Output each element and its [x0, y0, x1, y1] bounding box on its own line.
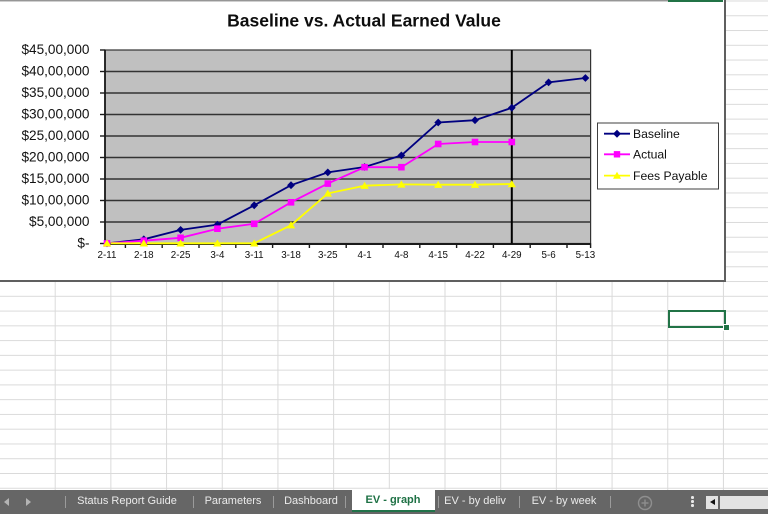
svg-text:4-8: 4-8	[394, 250, 409, 261]
svg-text:4-1: 4-1	[358, 250, 372, 261]
svg-text:4-15: 4-15	[428, 250, 448, 261]
svg-text:5-13: 5-13	[576, 250, 596, 261]
svg-text:Actual: Actual	[633, 148, 667, 162]
svg-text:2-18: 2-18	[134, 250, 154, 261]
svg-text:4-29: 4-29	[502, 250, 522, 261]
svg-text:2-25: 2-25	[171, 250, 191, 261]
svg-text:Baseline vs. Actual Earned Val: Baseline vs. Actual Earned Value	[227, 11, 501, 31]
svg-text:Fees Payable: Fees Payable	[633, 169, 708, 183]
svg-text:3-11: 3-11	[245, 250, 264, 261]
svg-text:$5,00,000: $5,00,000	[29, 214, 90, 229]
svg-text:$30,00,000: $30,00,000	[21, 106, 89, 121]
svg-text:3-25: 3-25	[318, 250, 338, 261]
svg-text:2-11: 2-11	[98, 250, 117, 261]
svg-text:$15,00,000: $15,00,000	[21, 171, 89, 186]
svg-text:$20,00,000: $20,00,000	[21, 149, 89, 164]
svg-text:4-22: 4-22	[465, 250, 485, 261]
svg-text:$10,00,000: $10,00,000	[21, 192, 89, 207]
svg-text:3-18: 3-18	[281, 250, 301, 261]
svg-text:$25,00,000: $25,00,000	[21, 128, 89, 143]
svg-text:$45,00,000: $45,00,000	[21, 42, 89, 57]
svg-text:3-4: 3-4	[210, 250, 225, 261]
svg-text:Baseline: Baseline	[633, 127, 680, 141]
svg-text:$-: $-	[77, 235, 89, 250]
svg-text:5-6: 5-6	[542, 250, 557, 261]
svg-text:$35,00,000: $35,00,000	[21, 85, 89, 100]
svg-text:$40,00,000: $40,00,000	[21, 63, 89, 78]
